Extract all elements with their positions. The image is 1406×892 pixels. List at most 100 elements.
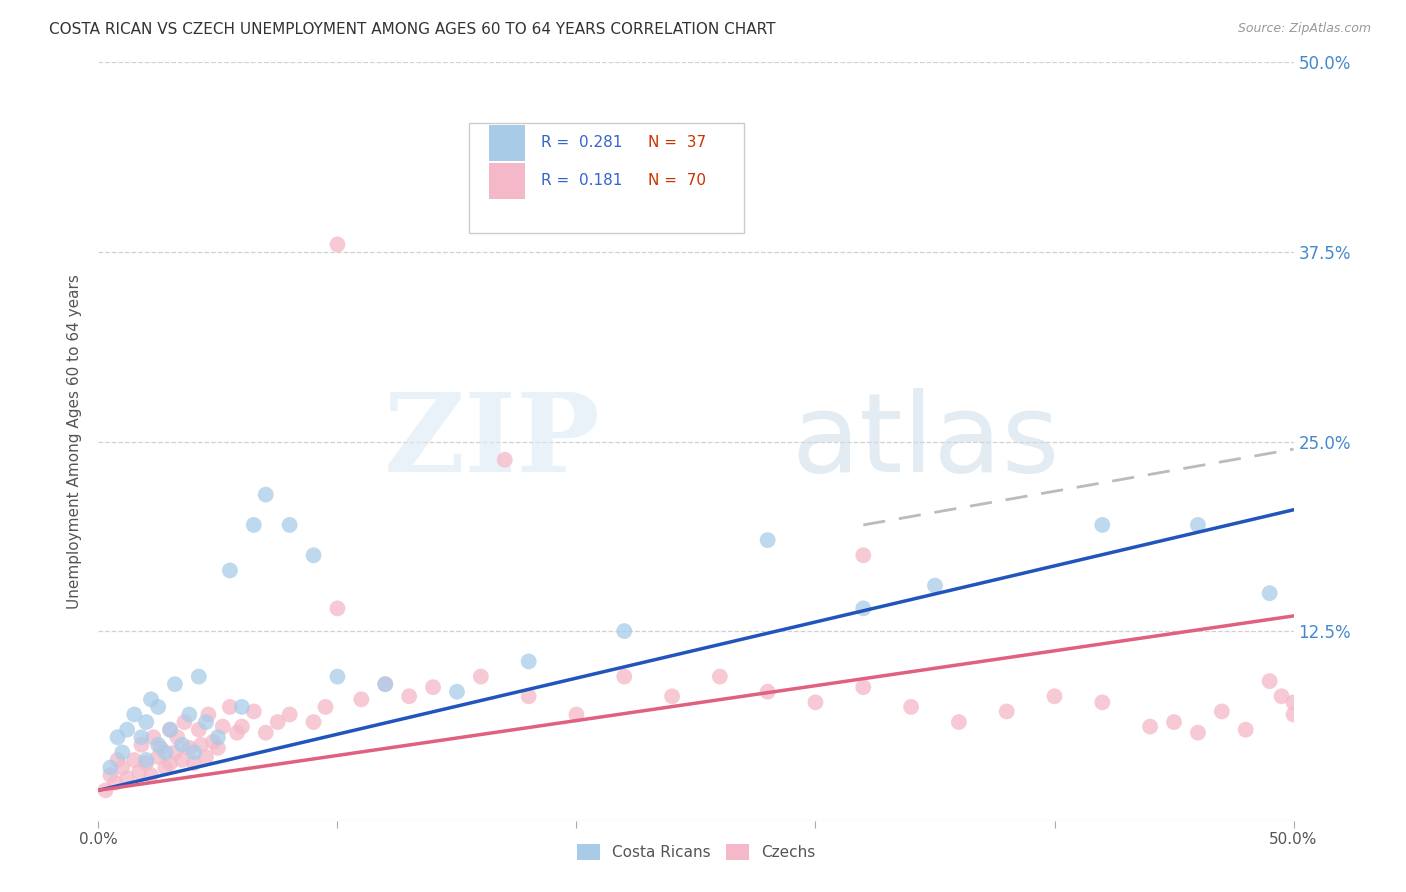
Point (1211, 705, 1233, 719)
Point (111, 760, 134, 774)
Point (183, 756, 205, 770)
Point (163, 746, 186, 760)
Point (172, 738, 194, 752)
Point (1258, 586, 1281, 600)
Point (756, 685, 779, 699)
Point (278, 707, 301, 722)
Point (613, 624, 636, 639)
Point (159, 723, 181, 737)
Point (107, 730, 129, 744)
Point (179, 740, 201, 755)
Point (149, 740, 172, 755)
Point (131, 730, 153, 744)
Point (1187, 517, 1209, 532)
Point (148, 750, 170, 764)
FancyBboxPatch shape (489, 162, 524, 199)
Point (995, 705, 1018, 719)
Point (446, 685, 468, 699)
Point (166, 730, 188, 744)
Point (350, 692, 373, 706)
Point (254, 725, 277, 739)
Point (1091, 517, 1114, 532)
Point (852, 601, 875, 615)
Point (326, 601, 349, 615)
Text: ZIP: ZIP (384, 388, 600, 495)
Point (1282, 707, 1305, 722)
Point (173, 715, 195, 730)
Point (398, 690, 420, 704)
Text: R =  0.181: R = 0.181 (541, 173, 621, 188)
Point (226, 725, 249, 739)
Point (94, 783, 117, 797)
Point (661, 690, 683, 704)
Legend: Costa Ricans, Czechs: Costa Ricans, Czechs (571, 838, 821, 866)
Point (278, 517, 301, 532)
Point (135, 756, 157, 770)
Text: atlas: atlas (792, 388, 1060, 495)
Point (207, 740, 229, 755)
Text: Source: ZipAtlas.com: Source: ZipAtlas.com (1237, 22, 1371, 36)
Point (422, 680, 444, 694)
Point (155, 746, 177, 760)
Point (804, 695, 827, 709)
Point (1187, 725, 1209, 739)
Point (142, 730, 165, 744)
Y-axis label: Unemployment Among Ages 60 to 64 years: Unemployment Among Ages 60 to 64 years (67, 274, 83, 609)
Point (190, 738, 212, 752)
Point (219, 564, 242, 578)
Point (852, 680, 875, 694)
Point (1234, 723, 1257, 737)
Point (1271, 690, 1294, 704)
Point (207, 730, 229, 744)
Text: R =  0.281: R = 0.281 (541, 136, 621, 151)
Point (1091, 695, 1114, 709)
Point (517, 690, 540, 704)
Point (159, 756, 181, 770)
Point (124, 707, 146, 722)
Text: COSTA RICAN VS CZECH UNEMPLOYMENT AMONG AGES 60 TO 64 YEARS CORRELATION CHART: COSTA RICAN VS CZECH UNEMPLOYMENT AMONG … (49, 22, 776, 37)
Point (243, 705, 266, 719)
Point (139, 768, 162, 782)
Point (1043, 690, 1066, 704)
Point (131, 738, 153, 752)
Point (195, 750, 218, 764)
Point (231, 699, 253, 714)
Point (159, 723, 181, 737)
Point (104, 776, 127, 790)
Point (111, 746, 134, 760)
Point (517, 655, 540, 669)
Point (231, 720, 253, 734)
Point (924, 579, 946, 593)
Point (163, 677, 186, 691)
Point (302, 548, 325, 563)
Point (494, 452, 516, 467)
Point (948, 715, 970, 730)
Point (135, 753, 157, 767)
Point (267, 715, 290, 730)
Point (1139, 720, 1161, 734)
Point (756, 533, 779, 548)
Point (148, 699, 170, 714)
Point (243, 517, 266, 532)
Text: N =  70: N = 70 (648, 173, 706, 188)
Point (187, 723, 209, 737)
Point (183, 746, 205, 760)
Point (852, 548, 875, 563)
Point (254, 487, 277, 501)
Point (1282, 695, 1305, 709)
Point (187, 669, 209, 683)
Point (139, 692, 162, 706)
Point (98, 768, 122, 782)
Point (115, 723, 138, 737)
Point (326, 669, 349, 683)
Point (135, 715, 157, 730)
Point (302, 715, 325, 730)
Point (1258, 674, 1281, 689)
Point (613, 669, 636, 683)
Point (98, 760, 122, 774)
Point (315, 699, 337, 714)
FancyBboxPatch shape (470, 123, 744, 233)
Point (565, 707, 588, 722)
Point (470, 669, 492, 683)
Point (374, 677, 396, 691)
